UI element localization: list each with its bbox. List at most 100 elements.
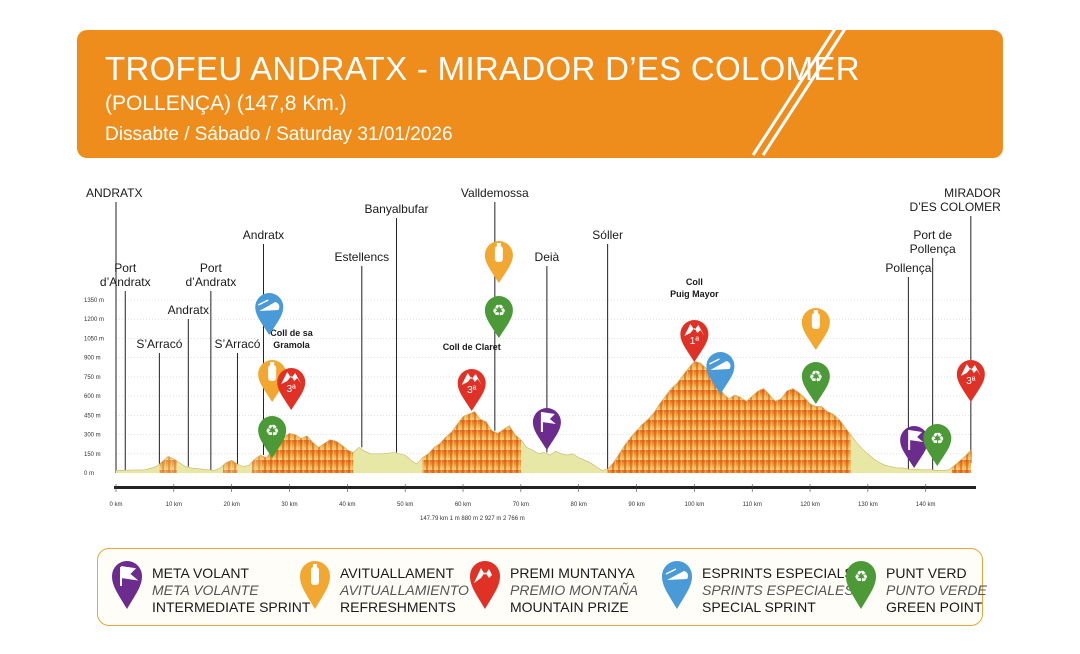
legend-climb-ca: PREMI MUNTANYA [510, 565, 635, 581]
place-label: Port [114, 261, 137, 275]
recycle-icon: ♻ [846, 561, 876, 609]
place-label: d’Andratx [100, 275, 151, 289]
x-tick-label: 30 km [281, 502, 297, 508]
climb-label: Coll de Claret [443, 342, 501, 352]
x-tick-label: 120 km [800, 502, 820, 508]
place-label: Deià [535, 250, 560, 264]
place-label: Port [200, 261, 223, 275]
climb-label: Coll [686, 277, 703, 287]
climb-marker: 1ª [680, 320, 709, 362]
bottle-cap [270, 362, 275, 366]
recycle-icon: ♻ [809, 367, 823, 386]
x-tick-label: 140 km [916, 502, 936, 508]
place-label: Estellencs [334, 250, 389, 264]
category-label: 1ª [690, 336, 700, 347]
green-marker: ♻ [923, 424, 952, 466]
sprint-marker [900, 426, 929, 468]
place-label: Valldemossa [461, 186, 529, 200]
legend-sprint-en: INTERMEDIATE SPRINT [152, 599, 311, 615]
x-tick-label: 100 km [685, 502, 705, 508]
pin-body [801, 362, 830, 404]
recycle-icon: ♻ [492, 301, 506, 320]
special-sprint-icon [710, 361, 731, 370]
x-tick-label: 90 km [628, 502, 644, 508]
y-tick-label: 150 m [84, 452, 101, 458]
legend-green-ca: PUNT VERD [886, 565, 967, 581]
place-label: MIRADOR [944, 186, 1001, 200]
y-tick-label: 900 m [84, 356, 101, 362]
mountain-icon [461, 373, 482, 385]
x-axis-bar [114, 486, 976, 489]
place-label: d’Andratx [186, 275, 237, 289]
special-marker [706, 352, 735, 394]
mountain-icon [281, 372, 302, 384]
legend-sprint-ca: META VOLANT [152, 565, 249, 581]
feed-marker [258, 360, 287, 402]
green-marker: ♻ [801, 362, 830, 404]
place-label: Sóller [592, 228, 623, 242]
x-tick-label: 10 km [166, 502, 182, 508]
climb-marker: 3ª [457, 369, 486, 411]
special-sprint-icon [259, 302, 280, 311]
x-tick-label: 20 km [224, 502, 240, 508]
mountain-icon [960, 364, 981, 376]
legend-special-es: SPRINTS ESPECIALES [702, 582, 854, 598]
mountain-icon [684, 324, 705, 336]
stage-date: Dissabte / Sábado / Saturday 31/01/2026 [105, 124, 453, 145]
x-tick-label: 0 km [109, 502, 122, 508]
speed-line [709, 358, 720, 365]
pin-body [258, 416, 287, 458]
flag-icon [112, 561, 142, 609]
place-label: Andratx [168, 303, 209, 317]
pin-body [532, 408, 561, 450]
pin-body [900, 426, 929, 468]
y-tick-label: 0 m [84, 471, 94, 477]
legend-green-en: GREEN POINT [886, 599, 983, 615]
category-label: 3ª [467, 385, 477, 396]
legend-feed-en: REFRESHMENTS [340, 599, 456, 615]
place-label: D’ES COLOMER [909, 200, 1001, 214]
x-tick-label: 40 km [339, 502, 355, 508]
feed-marker [484, 241, 513, 283]
recycle-icon: ♻ [265, 421, 279, 440]
y-tick-label: 1050 m [84, 336, 104, 342]
legend-sprint-es: META VOLANTE [152, 582, 259, 598]
y-tick-label: 450 m [84, 413, 101, 419]
place-label: ANDRATX [86, 186, 142, 200]
legend: META VOLANT META VOLANTE INTERMEDIATE SP… [97, 548, 987, 626]
climb-label: Puig Mayor [670, 289, 719, 299]
speed-line [257, 299, 269, 306]
place-label: S’Arracó [214, 337, 260, 351]
legend-feed-ca: AVITUALLAMENT [340, 565, 455, 581]
legend-special-ca: ESPRINTS ESPECIALS [702, 565, 854, 581]
place-label: Andratx [243, 228, 284, 242]
place-label: S’Arracó [136, 337, 182, 351]
climb-band [223, 361, 238, 473]
x-tick-label: 60 km [455, 502, 471, 508]
svg-text:♻: ♻ [854, 567, 868, 586]
climb-marker: 3ª [277, 368, 306, 410]
legend-feed-es: AVITUALLAMIENTO [340, 582, 469, 598]
legend-green-es: PUNTO VERDE [886, 582, 987, 598]
bottle-cap [813, 310, 818, 314]
place-label: Port de [913, 228, 952, 242]
flag-icon [541, 412, 556, 424]
x-tick-label: 130 km [858, 502, 878, 508]
bottle-cap [496, 243, 501, 247]
climb-label: Gramola [273, 340, 311, 350]
x-tick-label: 110 km [743, 502, 762, 508]
climb-marker: 3ª [956, 360, 985, 402]
special-sprint-icon [662, 561, 692, 609]
y-tick-label: 600 m [84, 394, 101, 400]
category-label: 3ª [966, 376, 976, 387]
category-label: 3ª [287, 384, 297, 395]
title-banner: TROFEU ANDRATX - MIRADOR D’ES COLOMER (P… [77, 30, 1003, 158]
mountain-icon [470, 561, 500, 609]
pin-body [923, 424, 952, 466]
x-tick-label: 80 km [571, 502, 587, 508]
legend-climb-es: PREMIO MONTAÑA [510, 582, 639, 598]
feed-marker [801, 308, 830, 350]
stage-title: TROFEU ANDRATX - MIRADOR D’ES COLOMER [105, 50, 860, 87]
place-label: Pollença [885, 261, 931, 275]
flag-icon [909, 430, 924, 442]
